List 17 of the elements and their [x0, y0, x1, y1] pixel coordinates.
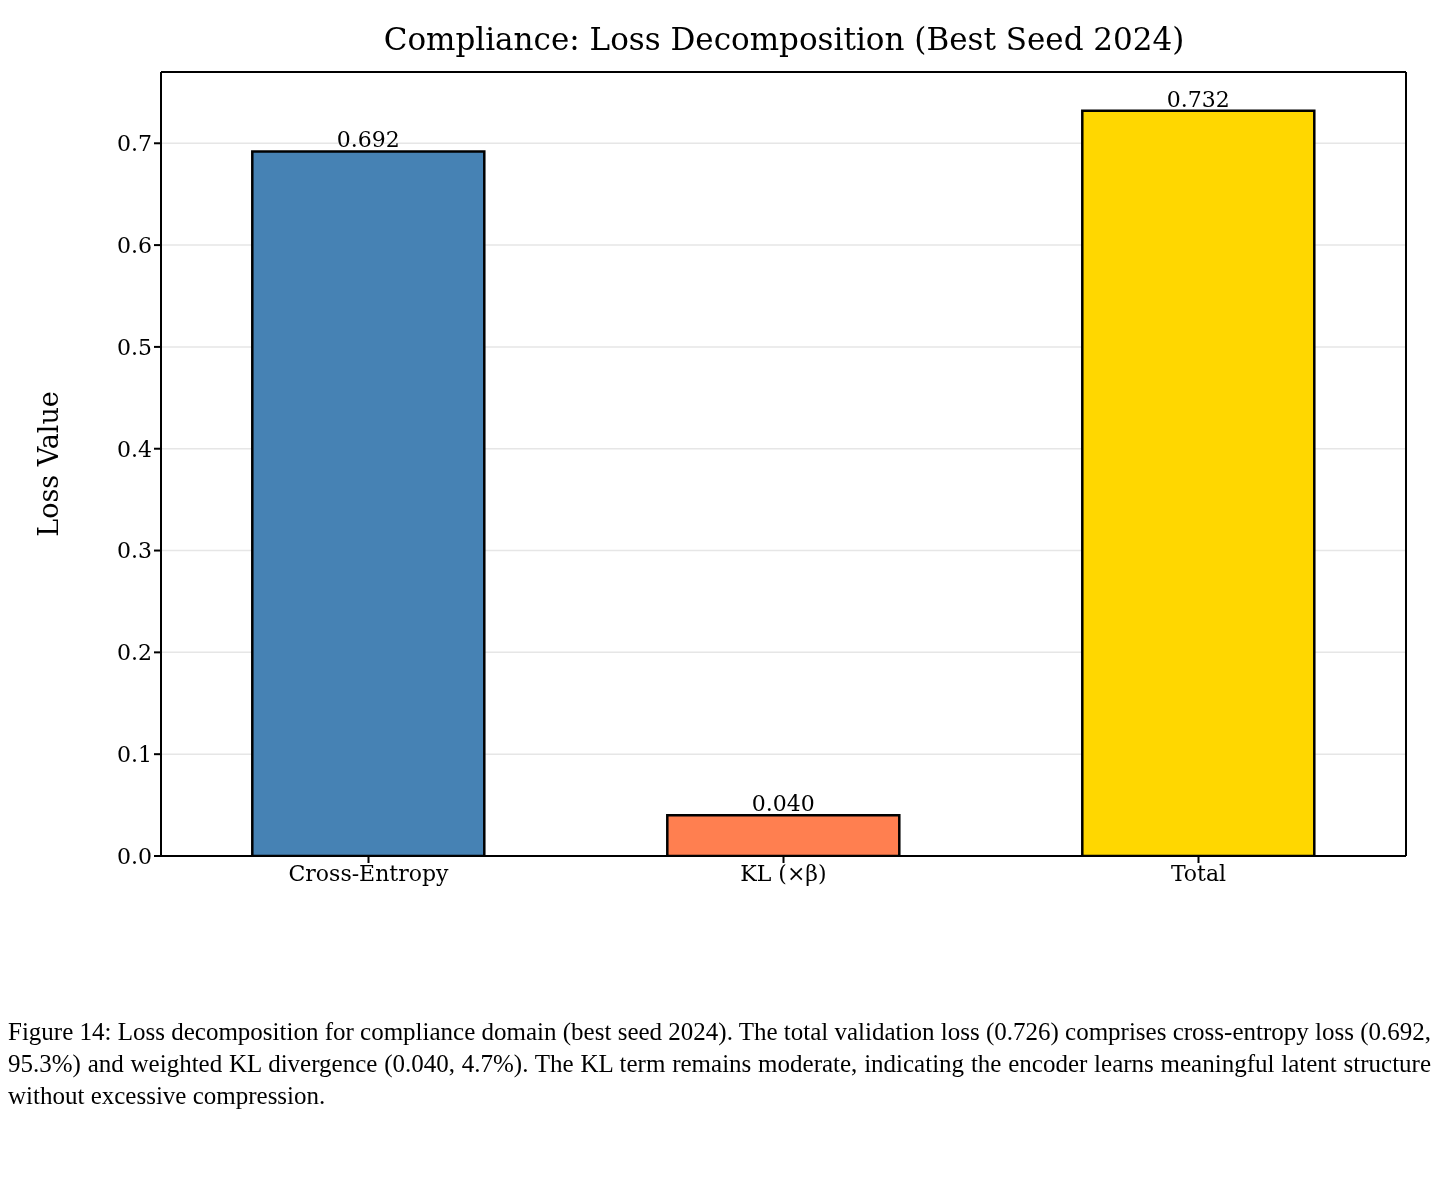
x-tick-label: KL (×β)	[740, 860, 827, 886]
data-label: 0.692	[336, 127, 400, 153]
y-tick-label: 0.7	[117, 131, 152, 157]
y-tick-label: 0.6	[117, 232, 152, 258]
y-axis-title: Loss Value	[32, 391, 64, 537]
y-tick-label: 0.1	[117, 741, 152, 767]
x-tick-label: Total	[1170, 860, 1227, 886]
chart-title: Compliance: Loss Decomposition (Best Seed 2024)	[382, 20, 1186, 59]
y-tick-label: 0.4	[117, 436, 152, 462]
data-label: 0.040	[751, 791, 815, 817]
y-tick-label: 0.0	[117, 843, 152, 869]
y-tick-label: 0.2	[117, 640, 152, 666]
y-tick-label: 0.5	[117, 334, 152, 360]
data-label: 0.732	[1166, 86, 1230, 112]
x-tick-label: Cross-Entropy	[288, 860, 450, 886]
caption: Figure 14: Loss decomposition for compliance domain (best seed 2024). The total validation loss (0.726) comprises cross-entropy loss (0.692, 95.3%) and weighted KL divergence (0.040, 4.7%). The KL term remains moderate, indicating the encoder learns meaningful latent structure without excessive compression.	[8, 1017, 1431, 1111]
y-tick-label: 0.3	[117, 538, 152, 564]
